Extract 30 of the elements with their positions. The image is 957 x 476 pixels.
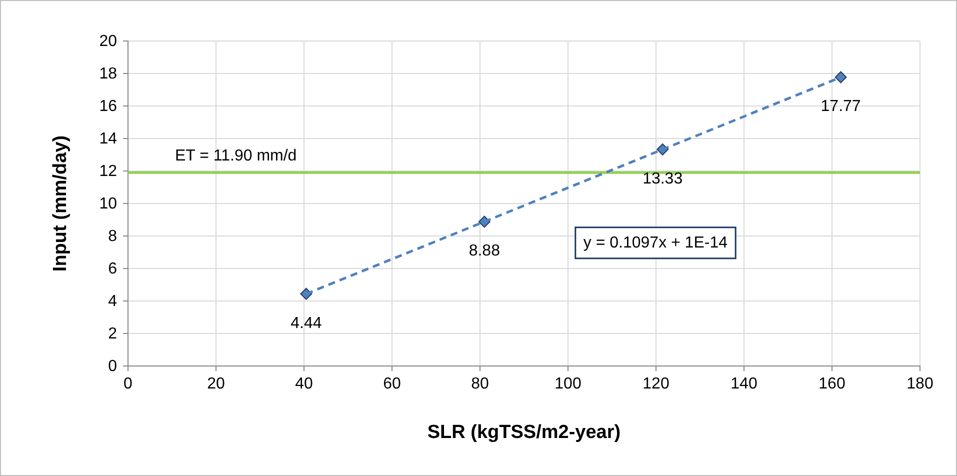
y-tick-label: 12 (99, 163, 118, 180)
x-tick-label: 60 (383, 375, 401, 392)
y-tick-label: 10 (99, 196, 118, 213)
data-label: 13.33 (642, 170, 683, 188)
annotation: y = 0.1097x + 1E-14 (583, 234, 728, 252)
y-tick-label: 8 (108, 228, 118, 246)
y-axis-title: Input (mm/day) (50, 135, 71, 272)
x-tick-label: 80 (471, 375, 489, 392)
ref-line-label: ET = 11.90 mm/d (175, 148, 297, 165)
x-tick-label: 20 (207, 375, 225, 392)
x-axis-title: SLR (kgTSS/m2-year) (427, 422, 621, 443)
x-tick-label: 40 (295, 375, 313, 392)
point (834, 71, 847, 84)
data-label: 4.44 (290, 314, 322, 332)
y-tick-label: 2 (108, 326, 118, 343)
y-tick-label: 14 (99, 130, 118, 148)
y-tick-label: 18 (99, 66, 118, 83)
y-tick-label: 4 (108, 293, 118, 310)
x-tick-label: 120 (642, 375, 670, 392)
x-tick-label: 100 (554, 375, 582, 392)
x-tick-label: 0 (124, 375, 133, 392)
x-tick-label: 160 (818, 375, 846, 392)
y-tick-label: 6 (108, 260, 118, 278)
x-tick-label: 140 (730, 375, 758, 392)
y-tick-label: 16 (99, 98, 118, 116)
x-tick-label: 180 (906, 375, 934, 392)
data-label: 17.77 (820, 98, 861, 116)
y-tick-label: 0 (108, 358, 118, 376)
data-label: 8.88 (468, 242, 500, 260)
y-tick-label: 20 (99, 33, 118, 50)
